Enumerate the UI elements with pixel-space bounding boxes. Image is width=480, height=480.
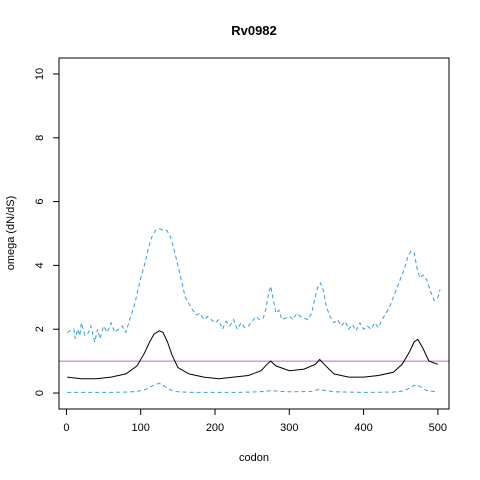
plot-area: 0 100 200 300 400 500 0 2 4 6 8 10 [34, 57, 450, 434]
y-tick-label: 2 [34, 326, 46, 332]
chart-title: Rv0982 [231, 23, 277, 38]
y-tick-label: 6 [34, 199, 46, 205]
series-line-3 [67, 382, 438, 393]
y-axis-label: omega (dN/dS) [5, 196, 17, 271]
plot-frame [58, 57, 450, 410]
x-tick-label: 0 [63, 422, 69, 434]
y-tick-label: 4 [34, 262, 46, 268]
x-tick-label: 200 [206, 422, 224, 434]
y-tick-label: 10 [34, 68, 46, 80]
x-axis-label: codon [239, 452, 269, 464]
x-tick-label: 300 [280, 422, 298, 434]
series-line-1 [67, 330, 439, 380]
series-line-2 [66, 228, 441, 343]
y-tick-label: 8 [34, 135, 46, 141]
y-tick-label: 0 [34, 390, 46, 396]
x-tick-label: 500 [429, 422, 447, 434]
x-tick-label: 100 [132, 422, 150, 434]
x-tick-label: 400 [354, 422, 372, 434]
